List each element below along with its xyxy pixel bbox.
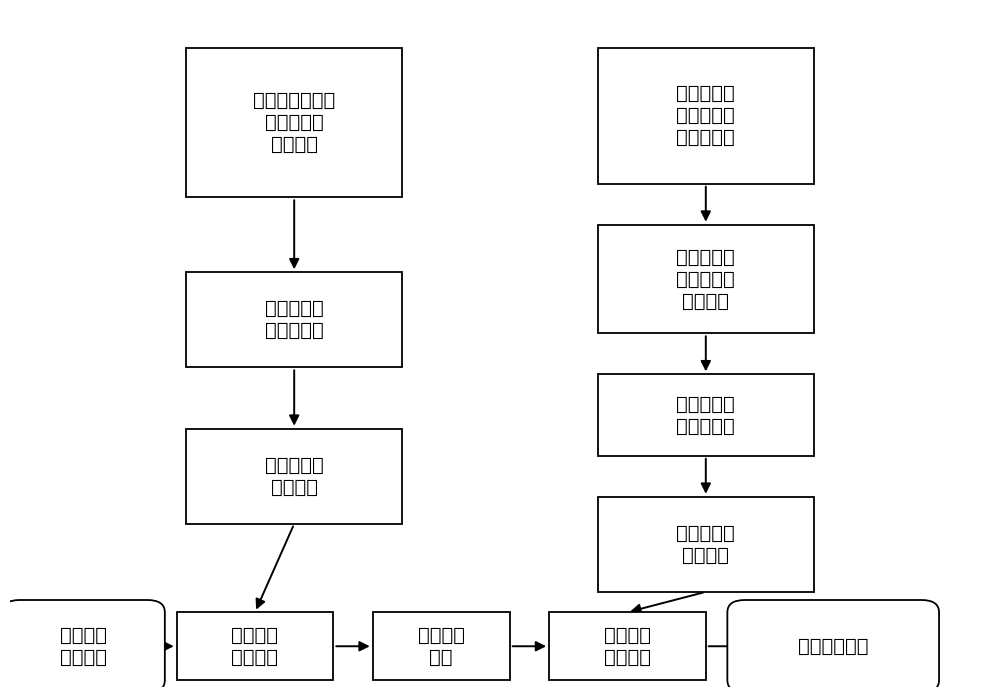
FancyBboxPatch shape [598,374,814,456]
FancyBboxPatch shape [549,612,706,680]
Text: 不同电流荷
载下暂态温
度场仿真: 不同电流荷 载下暂态温 度场仿真 [676,248,735,310]
Text: 本体径向
温度反演: 本体径向 温度反演 [232,626,278,667]
FancyBboxPatch shape [598,225,814,333]
FancyBboxPatch shape [186,429,402,524]
Text: 径向反演温
差表达式: 径向反演温 差表达式 [265,456,324,497]
Text: 建立一维暂
态热路模型: 建立一维暂 态热路模型 [265,299,324,340]
Text: 建立接头及
本体的二维
有限元模型: 建立接头及 本体的二维 有限元模型 [676,84,735,147]
FancyBboxPatch shape [177,612,333,680]
Text: 获得拟合的
温度数据集: 获得拟合的 温度数据集 [676,394,735,436]
FancyBboxPatch shape [727,600,939,693]
FancyBboxPatch shape [186,272,402,367]
FancyBboxPatch shape [186,48,402,197]
FancyBboxPatch shape [2,600,165,693]
Text: 缆芯轴向
温度拟合: 缆芯轴向 温度拟合 [604,626,651,667]
Text: 本体表面
测量温度: 本体表面 测量温度 [60,626,107,667]
Text: 计算电缆本体及
土壤的集总
热路参数: 计算电缆本体及 土壤的集总 热路参数 [253,91,335,154]
Text: 拟合轴向温
度关系式: 拟合轴向温 度关系式 [676,524,735,565]
Text: 接头缆芯温度: 接头缆芯温度 [798,637,868,656]
FancyBboxPatch shape [598,48,814,184]
FancyBboxPatch shape [373,612,510,680]
FancyBboxPatch shape [598,497,814,592]
Text: 本体缆芯
温度: 本体缆芯 温度 [418,626,465,667]
